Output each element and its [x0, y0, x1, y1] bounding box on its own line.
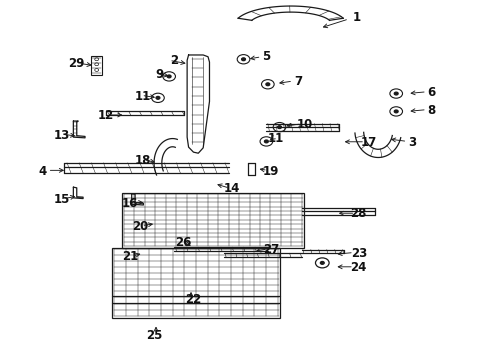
Text: 1: 1 [351, 11, 360, 24]
Text: 27: 27 [263, 243, 279, 256]
Circle shape [393, 92, 397, 95]
Circle shape [264, 140, 268, 143]
Text: 23: 23 [350, 247, 366, 260]
Text: 26: 26 [175, 236, 191, 249]
Bar [122, 193, 304, 248]
Text: 21: 21 [122, 250, 138, 263]
Text: 20: 20 [132, 220, 148, 233]
Text: 11: 11 [267, 132, 284, 145]
Circle shape [393, 110, 397, 113]
Circle shape [241, 58, 245, 61]
Text: 15: 15 [54, 193, 70, 206]
Circle shape [277, 126, 281, 129]
Text: 8: 8 [427, 104, 435, 117]
Text: 16: 16 [122, 197, 138, 210]
Text: 10: 10 [297, 118, 313, 131]
Text: 2: 2 [170, 54, 178, 67]
Text: 6: 6 [427, 86, 435, 99]
Text: 9: 9 [155, 68, 163, 81]
Text: 12: 12 [98, 109, 114, 122]
Text: 28: 28 [350, 207, 366, 220]
Text: 3: 3 [407, 136, 415, 149]
Bar [91, 56, 102, 75]
Text: 29: 29 [68, 57, 85, 71]
Text: 13: 13 [54, 129, 70, 142]
Text: 5: 5 [262, 50, 270, 63]
Text: 11: 11 [134, 90, 150, 103]
Text: 14: 14 [224, 183, 240, 195]
Text: 18: 18 [134, 154, 150, 167]
Circle shape [167, 75, 171, 78]
Circle shape [156, 96, 160, 99]
Text: 4: 4 [39, 165, 47, 177]
Text: 25: 25 [146, 329, 163, 342]
Text: 17: 17 [360, 136, 376, 149]
Text: 24: 24 [350, 261, 366, 274]
Text: 22: 22 [185, 293, 201, 306]
Text: 19: 19 [263, 165, 279, 177]
Text: 7: 7 [293, 75, 302, 88]
Circle shape [320, 261, 324, 264]
Bar [112, 248, 280, 318]
Circle shape [265, 83, 269, 86]
